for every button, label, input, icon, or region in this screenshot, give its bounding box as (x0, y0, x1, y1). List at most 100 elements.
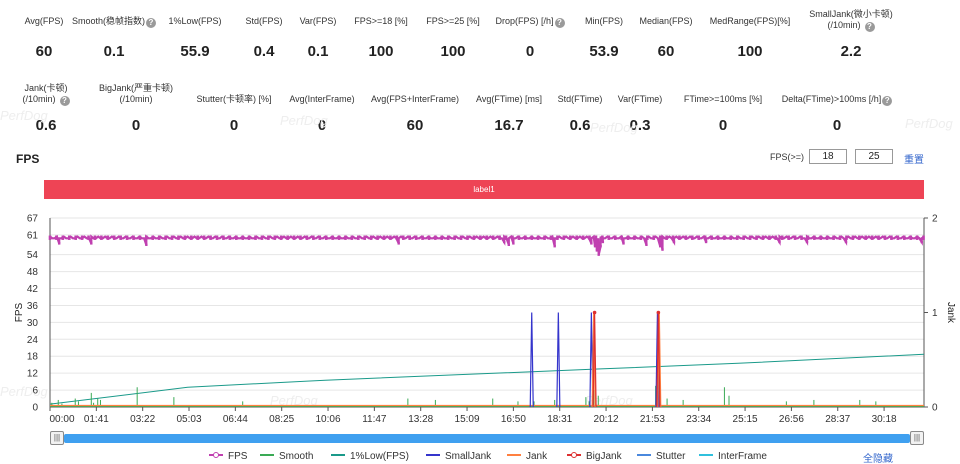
legend-swatch-icon (426, 450, 440, 460)
fps-dip-marker (599, 245, 602, 248)
fps-marker (125, 235, 129, 240)
help-icon[interactable]: ? (554, 18, 565, 28)
legend-item-7[interactable]: InterFrame (699, 450, 767, 462)
legend-item-4[interactable]: Jank (507, 450, 547, 462)
x-tick-label: 20:12 (594, 414, 619, 425)
metric-metrics_row1-7: Drop(FPS) [/h]? 0 (460, 16, 600, 76)
fps-marker (228, 235, 232, 240)
fps-dip-marker (512, 242, 515, 245)
series-1-low-line (49, 353, 925, 405)
fps-marker (639, 235, 643, 240)
label-bar[interactable]: label1 (44, 180, 924, 199)
fps-marker (440, 235, 444, 240)
fps-marker (344, 235, 347, 240)
metric-label-text: Avg(InterFrame) (289, 94, 355, 104)
fps-marker (350, 235, 354, 240)
metric-value: 0.6 (35, 117, 57, 134)
watermark-4: PerfDog (905, 116, 953, 131)
metric-metrics_row2-3: Avg(InterFrame) 0 (252, 94, 392, 154)
metric-metrics_row1-10: MedRange(FPS)[%] 100 (680, 16, 820, 76)
legend-label: SmallJank (445, 451, 492, 462)
fps-marker (607, 235, 611, 240)
fps-marker (543, 235, 546, 240)
legend-swatch-icon (637, 450, 651, 460)
time-scrollbar[interactable]: ||| ||| (50, 431, 924, 445)
fps-marker (601, 235, 604, 240)
metric-metrics_row1-11: SmallJank(微小卡顿) (/10min)? 2.2 (781, 9, 921, 69)
metric-metrics_row1-3: Std(FPS) 0.4 (194, 16, 334, 76)
metric-label-text: Stutter(卡顿率) [%] (196, 94, 272, 104)
fps-marker (883, 235, 887, 240)
fps-marker (748, 235, 752, 240)
fps-threshold-high-input[interactable] (855, 149, 893, 164)
fps-marker (234, 235, 238, 240)
help-icon[interactable]: ? (146, 18, 156, 28)
metric-label-text: Delta(FTime)>100ms [/h] (781, 94, 882, 104)
fps-marker (74, 235, 77, 240)
y-right-tick-label: 2 (932, 214, 938, 225)
fps-dip-marker (672, 240, 676, 244)
fps-marker (434, 235, 437, 240)
x-tick-label: 30:18 (872, 414, 897, 425)
metric-label: FPS>=25 [%] (383, 16, 523, 27)
fps-marker (633, 235, 636, 240)
legend-item-2[interactable]: 1%Low(FPS) (331, 450, 409, 462)
fps-dip-marker (503, 240, 506, 244)
hide-all-button[interactable]: 全隐藏 (863, 454, 893, 464)
y-tick-label: 54 (27, 250, 39, 261)
fps-marker (774, 235, 778, 240)
fps-marker (100, 235, 103, 240)
fps-dip-marker (90, 242, 93, 245)
help-icon[interactable]: ? (864, 22, 875, 32)
legend-item-1[interactable]: Smooth (260, 450, 313, 462)
fps-marker (703, 235, 707, 240)
fps-marker (581, 235, 585, 240)
x-tick-label: 00:00 (49, 414, 74, 425)
legend-item-6[interactable]: Stutter (637, 450, 685, 462)
help-icon[interactable]: ? (882, 96, 893, 106)
fps-marker (446, 235, 450, 240)
metric-metrics_row2-9: Delta(FTime)>100ms [/h]? 0 (767, 94, 907, 154)
legend-item-0[interactable]: FPS (209, 450, 247, 462)
help-icon[interactable]: ? (59, 96, 70, 106)
fps-marker (318, 235, 322, 240)
fps-dip-marker (622, 242, 625, 245)
metric-metrics_row2-6: Std(FTime) 0.6 (510, 94, 650, 154)
legend-swatch-icon (567, 450, 581, 460)
legend-swatch-icon (331, 450, 345, 460)
fps-marker (780, 235, 784, 240)
metric-label-text: FTime>=100ms [%] (683, 94, 763, 104)
scrollbar-track[interactable] (64, 434, 910, 443)
fps-marker (588, 235, 591, 240)
smalljank-spike (556, 312, 561, 408)
scrollbar-left-handle[interactable]: ||| (50, 431, 64, 445)
y-tick-label: 30 (27, 318, 39, 329)
x-tick-label: 03:22 (130, 414, 155, 425)
metric-label-text: MedRange(FPS)[%] (709, 16, 791, 26)
fps-marker (825, 235, 829, 240)
fps-marker (376, 235, 379, 240)
scrollbar-right-handle[interactable]: ||| (910, 431, 924, 445)
fps-marker (761, 235, 765, 240)
fps-marker (549, 235, 553, 240)
metric-value: 16.7 (494, 117, 524, 134)
metric-value: 0.4 (253, 43, 275, 60)
reset-button[interactable]: 重置 (904, 155, 924, 166)
fps-threshold-low-input[interactable] (809, 149, 847, 164)
legend-item-5[interactable]: BigJank (567, 450, 622, 462)
fps-marker (684, 235, 688, 240)
fps-threshold-label: FPS(>=) (770, 152, 805, 162)
fps-marker (524, 235, 527, 240)
fps-marker (768, 235, 771, 240)
metric-value: 0.1 (103, 43, 125, 60)
metric-value: 100 (440, 43, 466, 60)
metric-label-text: Std(FTime) (557, 94, 603, 104)
fps-dip-marker (601, 240, 605, 244)
x-tick-label: 18:31 (547, 414, 572, 425)
fps-dip-marker (145, 243, 148, 246)
y-axis-left-title: FPS (14, 302, 25, 322)
metric-label-text: Jank(卡顿) (24, 83, 68, 93)
metric-label-text: Std(FPS) (245, 16, 283, 26)
legend-item-3[interactable]: SmallJank (426, 450, 491, 462)
